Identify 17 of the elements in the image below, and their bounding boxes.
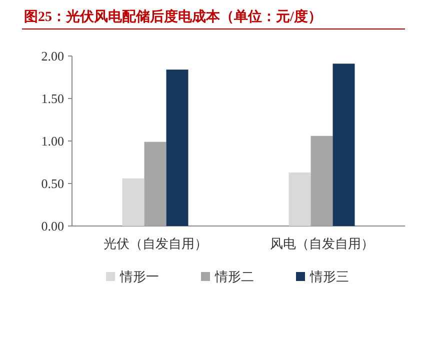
- bar: [310, 136, 333, 226]
- y-tick-label: 0.50: [41, 176, 64, 191]
- legend-label: 情形一: [119, 269, 159, 284]
- bar: [332, 64, 355, 226]
- y-tick-label: 2.00: [41, 48, 64, 64]
- legend-label: 情形三: [309, 269, 349, 284]
- x-tick-label: 光伏（自发自用）: [103, 236, 208, 251]
- y-tick-label: 1.00: [41, 134, 64, 148]
- x-tick-label: 风电（自发自用）: [270, 236, 374, 251]
- bar: [166, 70, 188, 226]
- chart-title: 图25：光伏风电配储后度电成本（单位：元/度）: [24, 8, 322, 25]
- legend-label: 情形二: [214, 269, 254, 284]
- bar: [144, 142, 166, 226]
- bar: [288, 172, 311, 226]
- y-tick-label: 1.50: [41, 91, 64, 106]
- bar: [122, 178, 144, 226]
- y-tick-label: 0.00: [41, 218, 64, 234]
